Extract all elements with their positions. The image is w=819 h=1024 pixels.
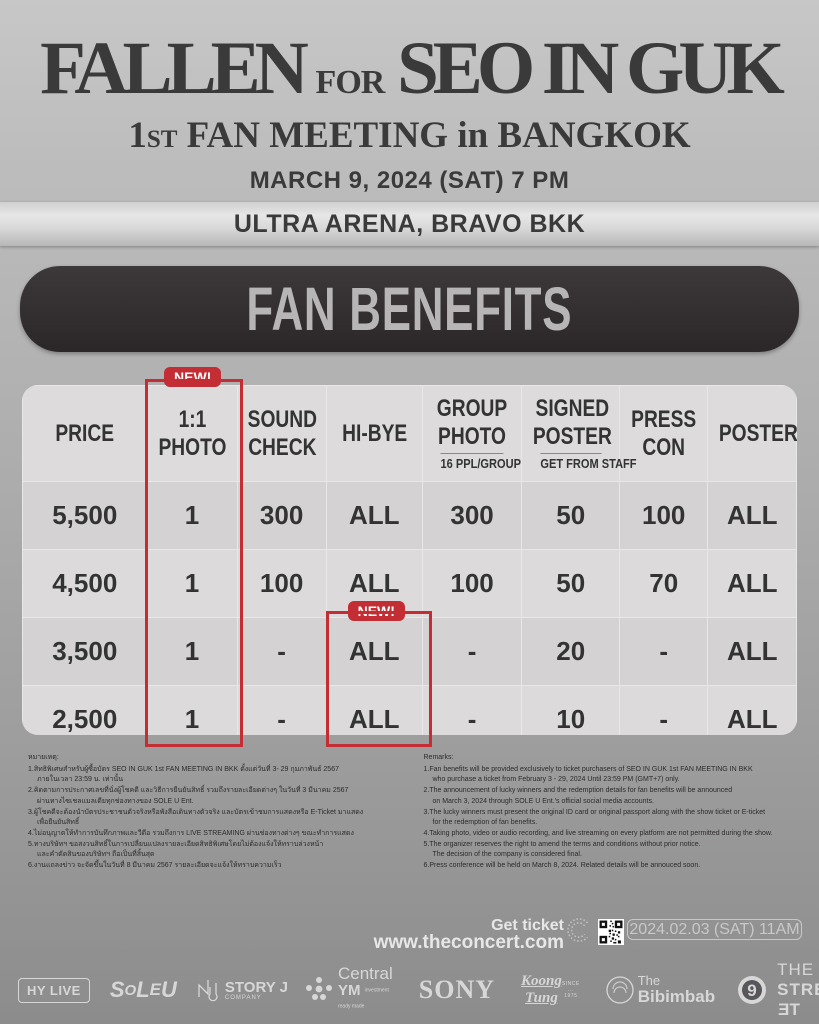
svg-text:9: 9	[747, 981, 756, 1000]
